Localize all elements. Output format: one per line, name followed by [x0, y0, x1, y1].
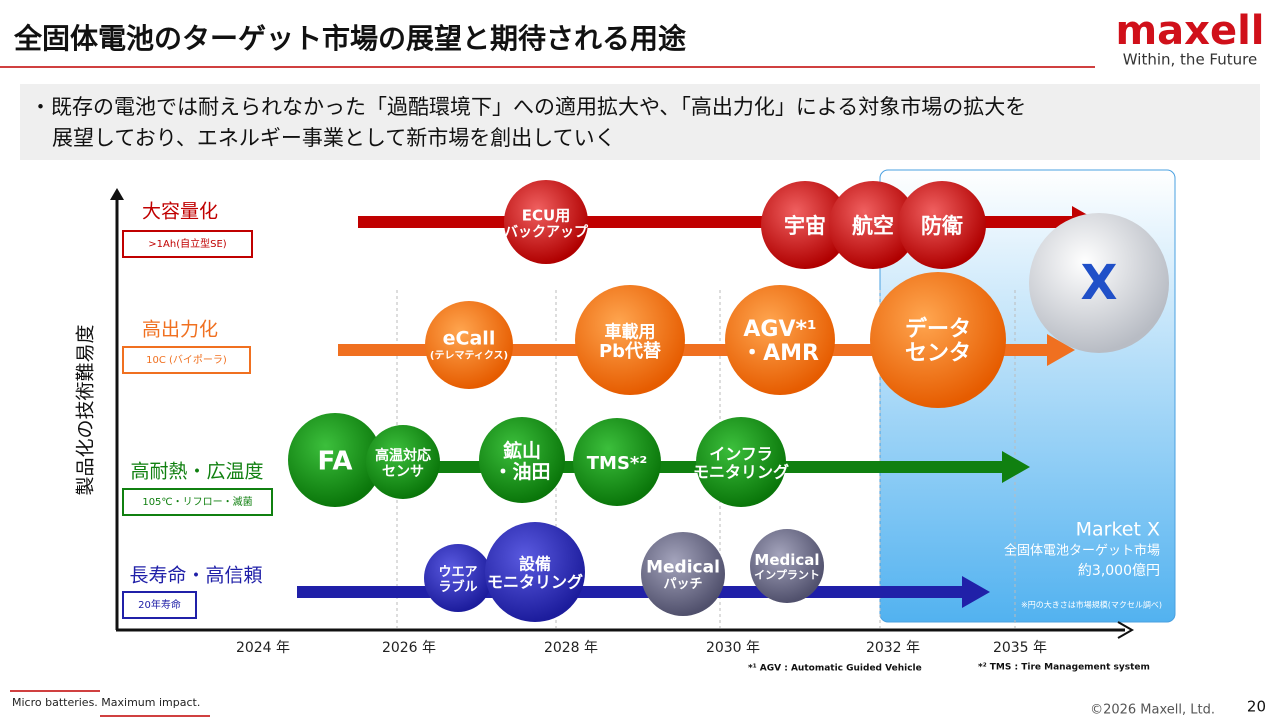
- year-label: 2032 年: [866, 640, 920, 656]
- market-desc: 全固体電池ターゲット市場: [1004, 543, 1160, 559]
- year-label: 2026 年: [382, 640, 436, 656]
- use-case-label: AGV*¹: [743, 317, 816, 342]
- x-circle: [1029, 213, 1169, 353]
- use-case-circle: [750, 529, 824, 603]
- summary-line: 展望しており、エネルギー事業として新市場を創出していく: [52, 126, 616, 150]
- use-case-label: 防衛: [921, 214, 963, 238]
- use-case-circle: [761, 181, 849, 269]
- row-label: 高出力化: [142, 319, 218, 341]
- use-case-label: バックアップ: [504, 224, 589, 240]
- y-axis-label: 製品化の技術難易度: [75, 324, 97, 495]
- use-case-label: パッチ: [663, 577, 702, 592]
- use-case-label: ECU用: [522, 206, 570, 224]
- use-case-label: (テレマティクス): [430, 349, 508, 361]
- use-case-circle: [870, 272, 1006, 408]
- use-case-label: モニタリング: [693, 463, 789, 482]
- row-spec-box: [122, 488, 273, 516]
- use-case-label: ラブル: [438, 579, 477, 595]
- use-case-circle: [573, 418, 661, 506]
- use-case-label: 高温対応: [375, 447, 431, 464]
- page-number: 20: [1247, 698, 1266, 716]
- row-spec: 105℃・リフロー・滅菌: [142, 496, 252, 508]
- use-case-label: Medical: [646, 558, 720, 578]
- row-spec-box: [122, 591, 197, 619]
- year-label: 2024 年: [236, 640, 290, 656]
- use-case-label: Pb代替: [599, 340, 662, 362]
- use-case-circle: [696, 417, 786, 507]
- use-case-circle: [366, 425, 440, 499]
- y-axis-arrow: [110, 188, 124, 200]
- use-case-label: ・油田: [493, 461, 550, 483]
- year-label: 2028 年: [544, 640, 598, 656]
- use-case-label: ・AMR: [741, 341, 819, 366]
- use-case-label: TMS*²: [587, 453, 647, 474]
- row-spec: 20年寿命: [138, 598, 181, 611]
- summary-box: [20, 84, 1260, 160]
- row-arrow-head: [962, 576, 990, 608]
- use-case-label: Medical: [754, 551, 819, 569]
- use-case-label: eCall: [443, 327, 496, 349]
- footnote: *² TMS : Tire Management system: [978, 663, 1150, 673]
- year-label: 2030 年: [706, 640, 760, 656]
- copyright: ©2026 Maxell, Ltd.: [1090, 703, 1215, 718]
- slogan: Micro batteries. Maximum impact.: [12, 696, 200, 709]
- market-name: Market X: [1076, 519, 1160, 541]
- tagline: Within, the Future: [1123, 51, 1257, 69]
- title: 全固体電池のターゲット市場の展望と期待される用途: [13, 22, 687, 55]
- row-spec: 10C (バイポーラ): [146, 354, 227, 366]
- market-size: 約3,000億円: [1078, 563, 1160, 579]
- use-case-label: 鉱山: [503, 439, 541, 462]
- logo: maxell: [1115, 8, 1264, 54]
- use-case-circle: [725, 285, 835, 395]
- use-case-circle: [424, 544, 492, 612]
- use-case-label: ウエア: [438, 565, 477, 580]
- use-case-circle: [485, 522, 585, 622]
- market-note: ※円の大きさは市場規模(マクセル調べ): [1021, 600, 1162, 610]
- year-label: 2035 年: [993, 640, 1047, 656]
- use-case-label: センタ: [905, 341, 971, 366]
- use-case-circle: [288, 413, 382, 507]
- row-arrow-head: [1047, 334, 1075, 366]
- row-label: 高耐熱・広温度: [130, 461, 263, 483]
- row-spec-box: [122, 230, 253, 258]
- use-case-circle: [898, 181, 986, 269]
- use-case-label: インプラント: [754, 568, 820, 582]
- footnote: *¹ AGV : Automatic Guided Vehicle: [748, 664, 922, 674]
- summary-line: ・既存の電池では耐えられなかった「過酷環境下」への適用拡大や、「高出力化」による…: [30, 95, 1026, 119]
- row-label: 長寿命・高信頼: [129, 565, 262, 587]
- use-case-circle: [641, 532, 725, 616]
- use-case-label: データ: [905, 316, 971, 342]
- row-spec-box: [122, 346, 251, 374]
- row-label: 大容量化: [142, 201, 218, 223]
- use-case-label: 宇宙: [784, 214, 826, 238]
- use-case-label: 設備: [519, 555, 551, 574]
- use-case-label: 航空: [852, 214, 894, 238]
- use-case-label: モニタリング: [487, 573, 583, 592]
- use-case-label: センサ: [382, 464, 424, 480]
- x-circle-label: X: [1080, 255, 1117, 311]
- use-case-label: インフラ: [709, 445, 773, 464]
- use-case-circle: [829, 181, 917, 269]
- use-case-circle: [575, 285, 685, 395]
- use-case-circle: [479, 417, 565, 503]
- row-spec: >1Ah(自立型SE): [148, 237, 226, 250]
- row-arrow-shaft: [297, 586, 964, 598]
- use-case-label: FA: [318, 447, 353, 477]
- row-arrow-head: [1002, 451, 1030, 483]
- use-case-label: 車載用: [605, 321, 656, 342]
- x-axis-arrow: [1117, 621, 1135, 639]
- use-case-circle: [504, 180, 588, 264]
- use-case-circle: [425, 301, 513, 389]
